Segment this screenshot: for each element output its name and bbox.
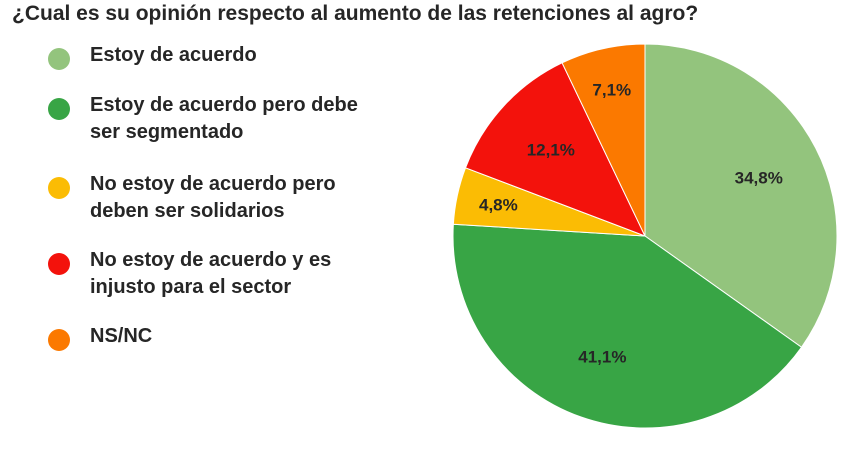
slice-label-ns-nc: 7,1%: [592, 81, 631, 100]
slice-label-injusto: 12,1%: [527, 140, 575, 159]
pie-slice-ns-nc: [561, 43, 646, 237]
pie-slice-segmentado: [452, 223, 803, 429]
legend-swatch-injusto: [48, 253, 70, 275]
legend-swatch-estoy-de-acuerdo: [48, 48, 70, 70]
legend-label-segmentado: Estoy de acuerdo pero debe ser segmentad…: [90, 94, 358, 143]
slice-label-segmentado: 41,1%: [578, 348, 626, 367]
slice-label-solidarios: 4,8%: [479, 195, 518, 214]
legend-label-solidarios: No estoy de acuerdo pero deben ser solid…: [90, 173, 336, 222]
legend-swatch-ns-nc: [48, 329, 70, 351]
chart-title: ¿Cual es su opinión respecto al aumento …: [12, 2, 699, 25]
pie-slice-estoy-de-acuerdo: [644, 43, 838, 348]
legend-label-estoy-de-acuerdo: Estoy de acuerdo: [90, 44, 257, 66]
pie-slice-injusto: [464, 62, 646, 237]
legend-label-injusto: No estoy de acuerdo y es injusto para el…: [90, 249, 332, 298]
legend-label-ns-nc: NS/NC: [90, 325, 153, 347]
slice-label-estoy-de-acuerdo: 34,8%: [735, 168, 783, 187]
legend-swatch-segmentado: [48, 98, 70, 120]
legend-swatch-solidarios: [48, 177, 70, 199]
